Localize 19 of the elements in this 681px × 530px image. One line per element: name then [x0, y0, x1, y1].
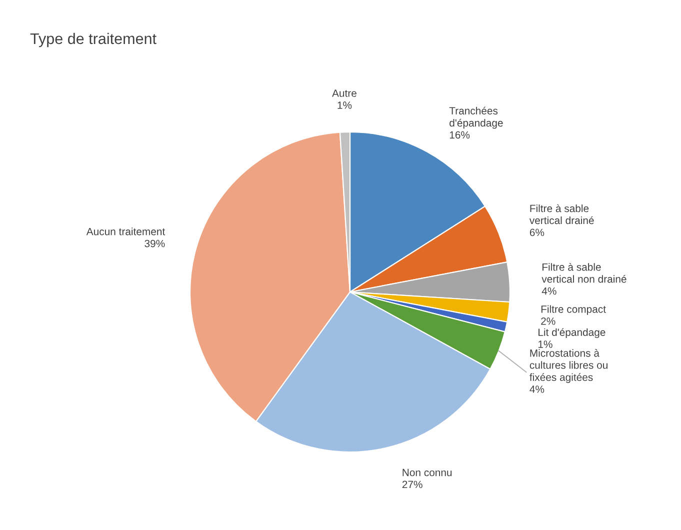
slice-label: Autre: [332, 90, 356, 97]
data-label: 16%: [450, 131, 470, 139]
data-label: 1%: [338, 102, 352, 109]
slice-label: Aucun traitement: [86, 228, 166, 236]
chart-title: Type de traitement: [30, 32, 156, 48]
slice-label: Tranchées d'épandage: [449, 106, 503, 129]
slice-label: Non connu: [402, 468, 452, 476]
slice-label: Filtre compact: [541, 305, 606, 315]
data-label: 6%: [530, 228, 544, 236]
data-label: 4%: [542, 287, 556, 295]
slice-label: Filtre à sable vertical drainé: [529, 204, 594, 224]
slice-label: Filtre à sable vertical non drainé: [542, 262, 626, 283]
data-label: 4%: [530, 386, 544, 393]
slice-label: Lit d'épandage: [538, 328, 606, 338]
data-label: 2%: [541, 317, 556, 325]
data-label: 39%: [144, 240, 165, 248]
data-label: 1%: [538, 340, 552, 348]
slice-label: Microstations à cultures libres ou fixées agitées: [530, 349, 608, 383]
data-label: 27%: [402, 480, 422, 488]
